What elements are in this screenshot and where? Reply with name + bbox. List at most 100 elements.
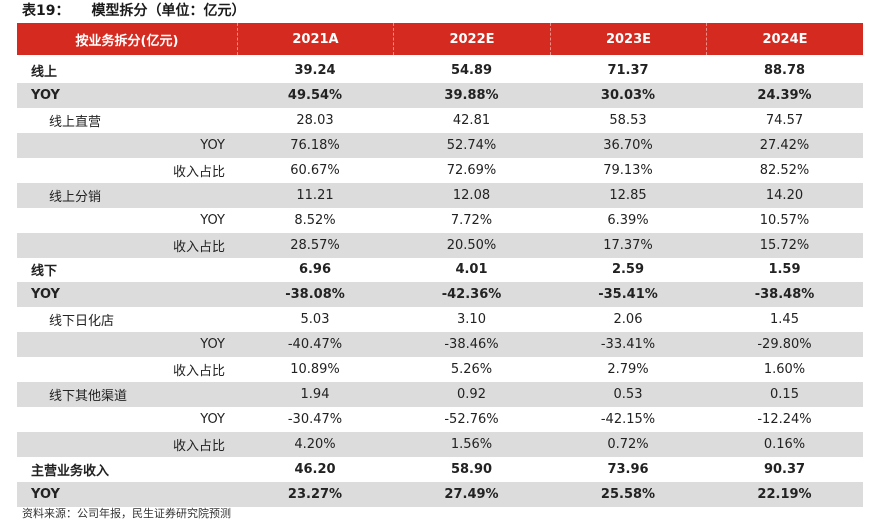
table-row: YOY -38.08% -42.36% -35.41% -38.48% — [17, 282, 863, 308]
row-label: 线上直营 — [49, 114, 102, 130]
cell-2021a: 10.89% — [290, 362, 340, 378]
cell-2023e: 2.59 — [611, 262, 645, 278]
cell-2023e: 0.53 — [613, 387, 643, 403]
table-row: YOY -30.47% -52.76% -42.15% -12.24% — [17, 407, 863, 432]
cell-2024e: 22.19% — [757, 486, 812, 502]
cell-2024e: 74.57 — [765, 112, 804, 128]
cell-2022e: 12.08 — [452, 187, 491, 203]
table-caption: 模型拆分（单位：亿元） — [91, 3, 246, 19]
table-title: 表19： 模型拆分（单位：亿元） — [22, 0, 245, 22]
table-number: 表19： — [22, 3, 70, 19]
cell-2024e: 27.42% — [759, 137, 810, 153]
model-split-table: 按业务拆分(亿元) 2021A 2022E 2023E 2024E 线上 39.… — [17, 23, 863, 507]
table-row: 线下 6.96 4.01 2.59 1.59 — [17, 258, 863, 283]
cell-2021a: 23.27% — [287, 486, 343, 502]
cell-2022e: 0.92 — [457, 387, 486, 403]
row-label: YOY — [31, 287, 60, 303]
cell-2021a: 28.03 — [296, 112, 334, 128]
row-label: 线上分销 — [49, 189, 102, 205]
table-row: 线上直营 28.03 42.81 58.53 74.57 — [17, 108, 863, 133]
table-row: 收入占比 60.67% 72.69% 79.13% 82.52% — [17, 158, 863, 183]
row-label: 线上 — [31, 64, 58, 80]
cell-2023e: 6.39% — [607, 212, 649, 228]
cell-2021a: 39.24 — [294, 62, 336, 78]
cell-2021a: 11.21 — [296, 187, 334, 203]
row-label: YOY — [200, 337, 225, 353]
cell-2024e: 24.39% — [757, 87, 812, 103]
cell-2023e: 30.03% — [600, 87, 656, 103]
cell-2024e: 10.57% — [759, 212, 810, 228]
cell-2024e: -29.80% — [757, 337, 812, 353]
table-row: 收入占比 10.89% 5.26% 2.79% 1.60% — [17, 357, 863, 382]
header-2022e: 2022E — [393, 23, 550, 55]
header-2024e: 2024E — [706, 23, 863, 55]
cell-2023e: 73.96 — [607, 461, 649, 477]
cell-2021a: 5.03 — [300, 312, 330, 328]
cell-2024e: 15.72% — [759, 237, 810, 253]
cell-2021a: 1.94 — [300, 387, 330, 403]
cell-2022e: 4.01 — [455, 262, 488, 278]
cell-2021a: 49.54% — [287, 87, 343, 103]
row-label: YOY — [31, 87, 60, 103]
cell-2023e: 36.70% — [603, 137, 653, 153]
row-label: 收入占比 — [172, 239, 225, 255]
row-label: YOY — [200, 137, 225, 153]
cell-2023e: 2.79% — [607, 362, 649, 378]
cell-2024e: 1.59 — [768, 262, 801, 278]
cell-2023e: -42.15% — [600, 412, 656, 428]
cell-2023e: 12.85 — [609, 187, 647, 203]
cell-2024e: -12.24% — [757, 412, 812, 428]
cell-2022e: 5.26% — [450, 362, 493, 378]
cell-2021a: 8.52% — [294, 212, 336, 228]
header-2021a: 2021A — [237, 23, 393, 55]
row-label: 线下 — [31, 264, 58, 280]
table-row: YOY 76.18% 52.74% 36.70% 27.42% — [17, 132, 863, 158]
cell-2024e: 0.15 — [770, 387, 799, 403]
table-row: 线下其他渠道 1.94 0.92 0.53 0.15 — [17, 382, 863, 408]
cell-2022e: 52.74% — [446, 137, 497, 153]
row-label: YOY — [31, 486, 60, 502]
cell-2023e: 17.37% — [603, 237, 653, 253]
cell-2024e: 1.60% — [763, 362, 806, 378]
cell-2021a: 46.20 — [294, 461, 336, 477]
cell-2024e: 0.16% — [763, 437, 806, 453]
cell-2021a: -38.08% — [285, 287, 345, 303]
cell-2022e: 54.89 — [450, 62, 493, 78]
cell-2021a: -40.47% — [287, 337, 343, 353]
table-row: YOY -40.47% -38.46% -33.41% -29.80% — [17, 332, 863, 358]
cell-2022e: -38.46% — [444, 337, 499, 353]
cell-2023e: 25.58% — [600, 486, 656, 502]
table-row: 线上 39.24 54.89 71.37 88.78 — [17, 58, 863, 83]
table-row: 主营业务收入 46.20 58.90 73.96 90.37 — [17, 457, 863, 482]
table-row: 线下日化店 5.03 3.10 2.06 1.45 — [17, 307, 863, 332]
cell-2022e: 39.88% — [444, 87, 499, 103]
row-label: 收入占比 — [172, 364, 225, 380]
cell-2023e: 0.72% — [607, 437, 649, 453]
cell-2024e: -38.48% — [754, 287, 815, 303]
cell-2022e: 58.90 — [450, 461, 493, 477]
source-footnote: 资料来源：公司年报，民生证券研究院预测 — [22, 507, 231, 520]
table-row: YOY 8.52% 7.72% 6.39% 10.57% — [17, 208, 863, 233]
cell-2022e: 7.72% — [450, 212, 493, 228]
cell-2023e: 79.13% — [603, 162, 653, 178]
cell-2022e: 27.49% — [444, 486, 499, 502]
table-row: YOY 23.27% 27.49% 25.58% 22.19% — [17, 481, 863, 507]
cell-2021a: 4.20% — [294, 437, 336, 453]
header-segment: 按业务拆分(亿元) — [75, 33, 179, 49]
row-label: 主营业务收入 — [31, 463, 110, 479]
cell-2022e: -52.76% — [444, 412, 499, 428]
table-row: YOY 49.54% 39.88% 30.03% 24.39% — [17, 82, 863, 108]
row-label: YOY — [200, 412, 225, 428]
table-row: 线上分销 11.21 12.08 12.85 14.20 — [17, 182, 863, 208]
cell-2021a: 76.18% — [290, 137, 340, 153]
row-label: 收入占比 — [172, 164, 225, 180]
cell-2021a: 60.67% — [290, 162, 340, 178]
cell-2022e: -42.36% — [441, 287, 502, 303]
cell-2024e: 1.45 — [770, 312, 799, 328]
cell-2022e: 42.81 — [452, 112, 491, 128]
cell-2022e: 3.10 — [457, 312, 486, 328]
cell-2024e: 82.52% — [759, 162, 810, 178]
cell-2021a: 28.57% — [290, 237, 340, 253]
row-label: YOY — [200, 212, 225, 228]
cell-2022e: 1.56% — [450, 437, 493, 453]
